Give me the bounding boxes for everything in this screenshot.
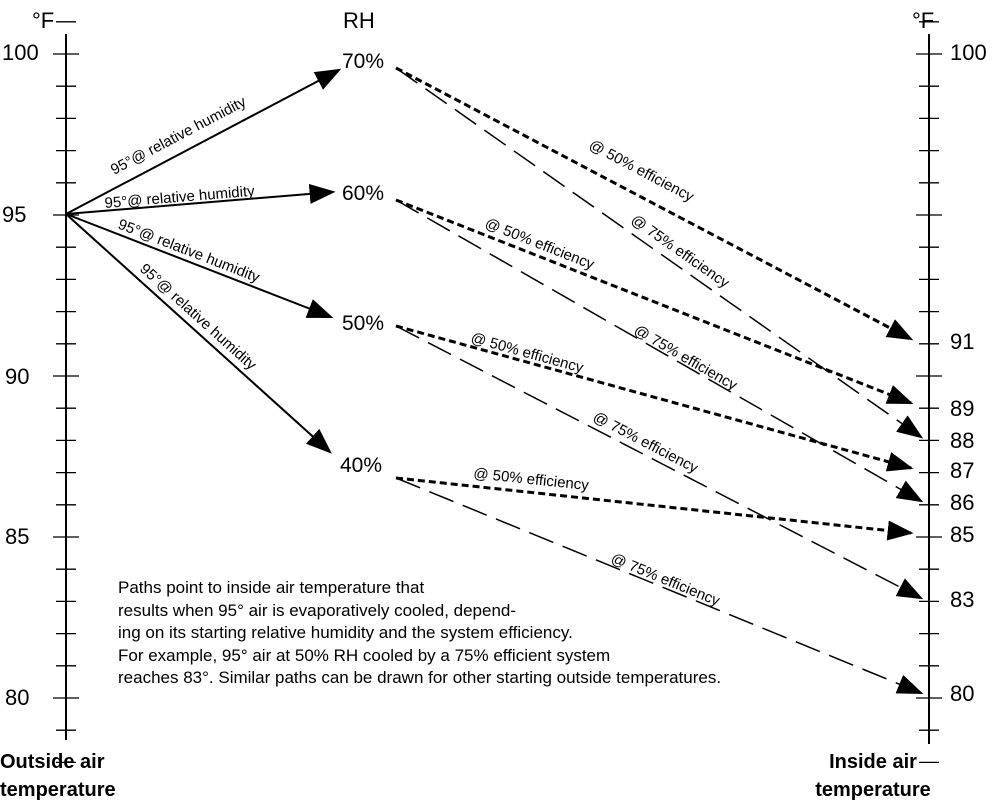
rh-point-60: 60% — [342, 182, 384, 205]
note-line: ing on its starting relative humidity an… — [118, 623, 573, 642]
outside-air-label: Outside air temperature — [0, 748, 116, 804]
rh-header-label: RH — [343, 8, 375, 33]
left-axis-ticks — [53, 21, 79, 764]
left-label-100: 100 — [2, 40, 39, 65]
eff75-label-50: @ 75% efficiency — [590, 408, 701, 477]
explanation-note: Paths point to inside air temperature th… — [118, 577, 878, 690]
left-label-85: 85 — [5, 524, 29, 549]
inside-air-label: Inside air temperature — [773, 748, 973, 804]
inside-air-line-1: Inside air — [829, 751, 917, 773]
arrow-95-to-50 — [65, 213, 334, 318]
left-unit-label: °F — [32, 8, 54, 33]
path-40-eff50 — [395, 476, 914, 541]
eff50-label-60: @ 50% efficiency — [483, 215, 597, 273]
eff50-label-50: @ 50% efficiency — [469, 329, 586, 376]
right-label-89: 89 — [950, 396, 974, 421]
note-line: For example, 95° air at 50% RH cooled by… — [118, 645, 611, 665]
arrow-95-to-70 — [65, 68, 342, 215]
right-label-80: 80 — [950, 681, 974, 706]
path-70-eff75 — [395, 67, 924, 439]
inside-air-line-2: temperature — [815, 779, 931, 801]
outside-air-line-1: Outside air — [0, 751, 105, 773]
start-label-60: 95°@ relative humidity — [104, 183, 256, 212]
arrow-95-to-60 — [65, 183, 336, 215]
right-label-86: 86 — [950, 490, 974, 515]
right-label-88: 88 — [950, 428, 974, 453]
path-60-eff75 — [395, 199, 924, 503]
rh-point-70: 70% — [342, 50, 384, 73]
path-70-eff50 — [395, 66, 914, 341]
path-40-eff75 — [395, 477, 924, 694]
path-60-eff50 — [395, 198, 914, 405]
note-line: results when 95° air is evaporatively co… — [118, 600, 517, 620]
left-label-90: 90 — [5, 364, 29, 389]
right-label-87: 87 — [950, 458, 974, 483]
eff75-label-70: @ 75% efficiency — [628, 211, 733, 292]
rh-point-50: 50% — [342, 312, 384, 335]
start-label-50: 95°@ relative humidity — [116, 216, 263, 286]
right-label-85: 85 — [950, 522, 974, 547]
eff50-label-70: @ 50% efficiency — [586, 137, 697, 206]
note-line: Paths point to inside air temperature th… — [118, 578, 425, 597]
rh-point-40: 40% — [340, 454, 382, 477]
path-50-eff75 — [395, 325, 924, 600]
start-label-70: 95°@ relative humidity — [108, 93, 249, 178]
right-label-100: 100 — [950, 40, 987, 65]
arrow-95-to-40 — [65, 213, 332, 454]
eff75-label-60: @ 75% efficiency — [631, 322, 740, 395]
right-label-91: 91 — [950, 329, 974, 354]
note-line: reaches 83°. Similar paths can be drawn … — [118, 668, 722, 687]
right-label-83: 83 — [950, 587, 974, 612]
eff50-label-40: @ 50% efficiency — [473, 465, 590, 494]
right-axis-ticks — [916, 21, 942, 764]
right-unit-label: °F — [912, 8, 934, 33]
outside-air-line-2: temperature — [0, 779, 116, 801]
left-label-95: 95 — [2, 202, 26, 227]
left-label-80: 80 — [5, 685, 29, 710]
path-50-eff50 — [395, 324, 914, 472]
